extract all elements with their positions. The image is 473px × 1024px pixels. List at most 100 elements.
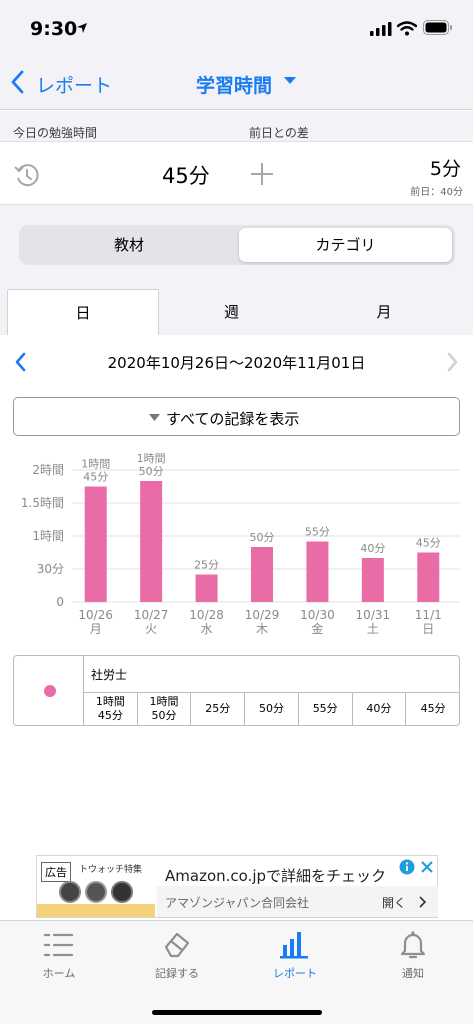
chart-bar[interactable] <box>306 541 329 603</box>
time-cell: 50分 <box>245 693 299 725</box>
category-name: 社労士 <box>91 668 128 682</box>
diff-label: 前日との差 <box>249 126 309 140</box>
bar-data-label: 45分 <box>416 537 441 550</box>
category-table: 社労士 1時間 45分 1時間 50分 25分 50分 55分 40分 45分 <box>13 655 460 726</box>
prev-day-value: 前日：40分 <box>410 187 463 198</box>
x-tick-label: 10/27 火 <box>134 608 169 636</box>
category-color-dot <box>44 685 56 697</box>
ad-image: 広告 トウォッチ特集 <box>37 856 155 917</box>
filter-area: 教材 カテゴリ 日 週 月 <box>0 205 473 335</box>
chart-bar[interactable] <box>195 574 218 603</box>
location-arrow-icon <box>77 23 87 33</box>
ad-close-icon[interactable] <box>420 860 434 874</box>
segment-material[interactable]: 教材 <box>113 236 144 254</box>
bar-data-label: 50分 <box>250 531 275 544</box>
time-cell: 25分 <box>191 693 246 725</box>
prev-week-chevron-icon[interactable] <box>14 352 26 372</box>
chart-bar[interactable] <box>140 481 163 602</box>
tab-notifications-label: 通知 <box>402 967 424 980</box>
tab-notifications[interactable]: 通知 <box>354 921 472 991</box>
home-indicator <box>152 1010 322 1015</box>
today-label: 今日の勉強時間 <box>13 126 98 140</box>
x-tick-label: 10/28 水 <box>189 608 224 636</box>
y-tick-label: 1時間 <box>32 529 64 543</box>
watch-image <box>111 881 133 903</box>
navigation-bar: レポート 学習時間 <box>0 56 473 110</box>
back-button-label: レポート <box>36 75 113 97</box>
segment-category[interactable]: カテゴリ <box>239 228 452 262</box>
summary-row: 45分 5分 前日：40分 <box>0 141 473 205</box>
chevron-left-icon <box>11 70 24 94</box>
caret-down-icon <box>284 77 296 84</box>
watch-image <box>59 881 81 903</box>
x-tick-label: 11/1 日 <box>415 608 442 636</box>
chart-bar[interactable] <box>84 486 107 603</box>
time-cell: 1時間 50分 <box>138 693 192 725</box>
tab-home[interactable]: ホーム <box>0 921 118 991</box>
status-bar: 9:30 <box>0 0 473 56</box>
tab-report[interactable]: レポート <box>236 921 354 991</box>
next-week-chevron-icon[interactable] <box>446 352 458 372</box>
signal-icon <box>370 22 392 36</box>
ad-product-caption: トウォッチ特集 <box>79 865 143 875</box>
time-cell: 40分 <box>353 693 407 725</box>
y-tick-label: 30分 <box>37 562 64 576</box>
tab-home-label: ホーム <box>42 967 76 980</box>
back-button[interactable]: レポート <box>8 68 128 98</box>
segmented-control: 教材 カテゴリ <box>19 225 455 265</box>
tab-record[interactable]: 記録する <box>118 921 236 991</box>
tab-record-label: 記録する <box>155 967 199 980</box>
battery-icon <box>423 20 452 35</box>
bar-data-label: 1時間 50分 <box>137 452 166 478</box>
ad-headline: Amazon.co.jpで詳細をチェック <box>165 867 387 885</box>
tab-month[interactable]: 月 <box>376 303 392 321</box>
list-icon <box>44 933 74 957</box>
bar-data-label: 1時間 45分 <box>81 458 110 484</box>
time-cell: 1時間 45分 <box>84 693 138 725</box>
bar-chart: 0 30分 1時間 1.5時間 2時間 1時間 45分 10/26 月 1時間 50分 10/27 火 2… <box>21 452 460 636</box>
bell-icon <box>400 931 426 959</box>
chart-bar[interactable] <box>417 552 440 603</box>
y-tick-label: 0 <box>56 595 64 609</box>
y-tick-label: 2時間 <box>32 463 64 477</box>
wifi-icon <box>397 21 417 36</box>
tab-week[interactable]: 週 <box>223 303 239 321</box>
ad-badge: 広告 <box>41 862 71 882</box>
status-time: 9:30 <box>30 18 78 40</box>
tab-day[interactable]: 日 <box>7 289 159 335</box>
chart-bar[interactable] <box>251 547 273 602</box>
bar-data-label: 40分 <box>360 542 385 555</box>
chevron-right-icon <box>419 896 427 908</box>
show-all-label: すべての記録を表示 <box>166 410 300 428</box>
summary-header: 今日の勉強時間 前日との差 <box>0 111 473 141</box>
x-tick-label: 10/31 土 <box>356 608 391 636</box>
ad-open-button[interactable]: 開く <box>382 896 407 910</box>
time-cell: 55分 <box>299 693 353 725</box>
category-dot-cell <box>14 656 84 725</box>
ad-banner[interactable]: 広告 トウォッチ特集 Amazon.co.jpで詳細をチェック アマゾンジャパン… <box>36 855 438 918</box>
bar-data-label: 25分 <box>194 559 219 572</box>
ad-footer: アマゾンジャパン合同会社 開く <box>157 886 438 917</box>
x-tick-label: 10/26 月 <box>78 608 113 636</box>
bar-chart-icon <box>280 932 308 959</box>
category-times-row: 1時間 45分 1時間 50分 25分 50分 55分 40分 45分 <box>84 692 460 725</box>
ad-advertiser: アマゾンジャパン合同会社 <box>165 896 310 910</box>
title-dropdown[interactable]: 学習時間 <box>190 70 310 100</box>
watch-image <box>85 881 107 903</box>
caret-down-icon <box>149 414 160 421</box>
history-clock-icon[interactable] <box>14 162 40 188</box>
tab-report-label: レポート <box>273 967 317 980</box>
time-cell: 45分 <box>420 702 446 715</box>
date-range: 2020年10月26日〜2020年11月01日 <box>107 354 366 372</box>
plus-icon <box>251 163 273 185</box>
chart-bar[interactable] <box>361 558 384 602</box>
today-value: 45分 <box>162 164 210 188</box>
x-tick-label: 10/29 木 <box>245 608 280 636</box>
bar-data-label: 55分 <box>305 526 330 539</box>
page-title: 学習時間 <box>196 75 273 97</box>
ad-info-icon[interactable] <box>399 859 415 875</box>
y-tick-label: 1.5時間 <box>21 496 64 510</box>
show-all-button[interactable]: すべての記録を表示 <box>13 397 460 436</box>
x-tick-label: 10/30 金 <box>300 608 335 636</box>
diff-value: 5分 <box>429 158 461 180</box>
